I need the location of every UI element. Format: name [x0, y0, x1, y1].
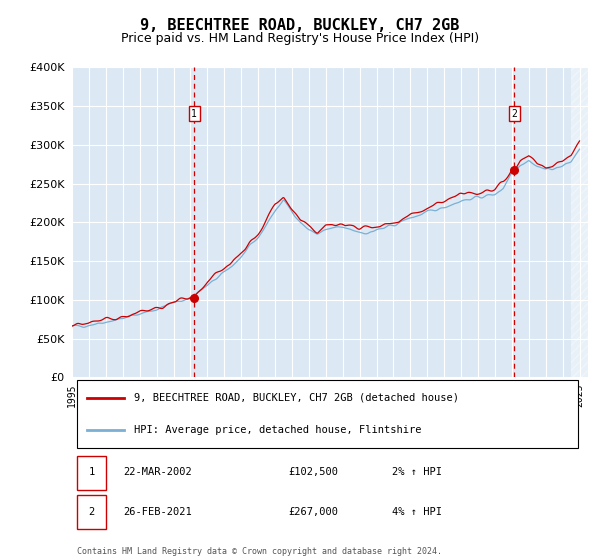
Text: 9, BEECHTREE ROAD, BUCKLEY, CH7 2GB: 9, BEECHTREE ROAD, BUCKLEY, CH7 2GB [140, 18, 460, 32]
Text: 1: 1 [191, 109, 197, 119]
Text: £102,500: £102,500 [289, 468, 339, 477]
Text: 2: 2 [511, 109, 517, 119]
Text: 22-MAR-2002: 22-MAR-2002 [124, 468, 193, 477]
Text: 26-FEB-2021: 26-FEB-2021 [124, 507, 193, 516]
Text: Contains HM Land Registry data © Crown copyright and database right 2024.: Contains HM Land Registry data © Crown c… [77, 547, 442, 556]
Text: Price paid vs. HM Land Registry's House Price Index (HPI): Price paid vs. HM Land Registry's House … [121, 31, 479, 45]
Text: HPI: Average price, detached house, Flintshire: HPI: Average price, detached house, Flin… [134, 425, 421, 435]
FancyBboxPatch shape [77, 456, 106, 490]
FancyBboxPatch shape [77, 380, 578, 448]
Text: £267,000: £267,000 [289, 507, 339, 516]
Text: 2% ↑ HPI: 2% ↑ HPI [392, 468, 442, 477]
Text: 2: 2 [88, 507, 95, 516]
FancyBboxPatch shape [77, 495, 106, 529]
Text: 1: 1 [88, 468, 95, 477]
Text: 4% ↑ HPI: 4% ↑ HPI [392, 507, 442, 516]
Text: 9, BEECHTREE ROAD, BUCKLEY, CH7 2GB (detached house): 9, BEECHTREE ROAD, BUCKLEY, CH7 2GB (det… [134, 393, 459, 403]
